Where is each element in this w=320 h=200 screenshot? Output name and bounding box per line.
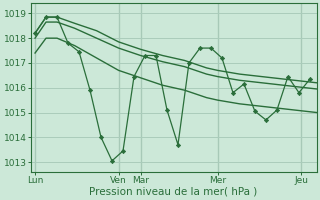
X-axis label: Pression niveau de la mer( hPa ): Pression niveau de la mer( hPa ) [90,187,258,197]
